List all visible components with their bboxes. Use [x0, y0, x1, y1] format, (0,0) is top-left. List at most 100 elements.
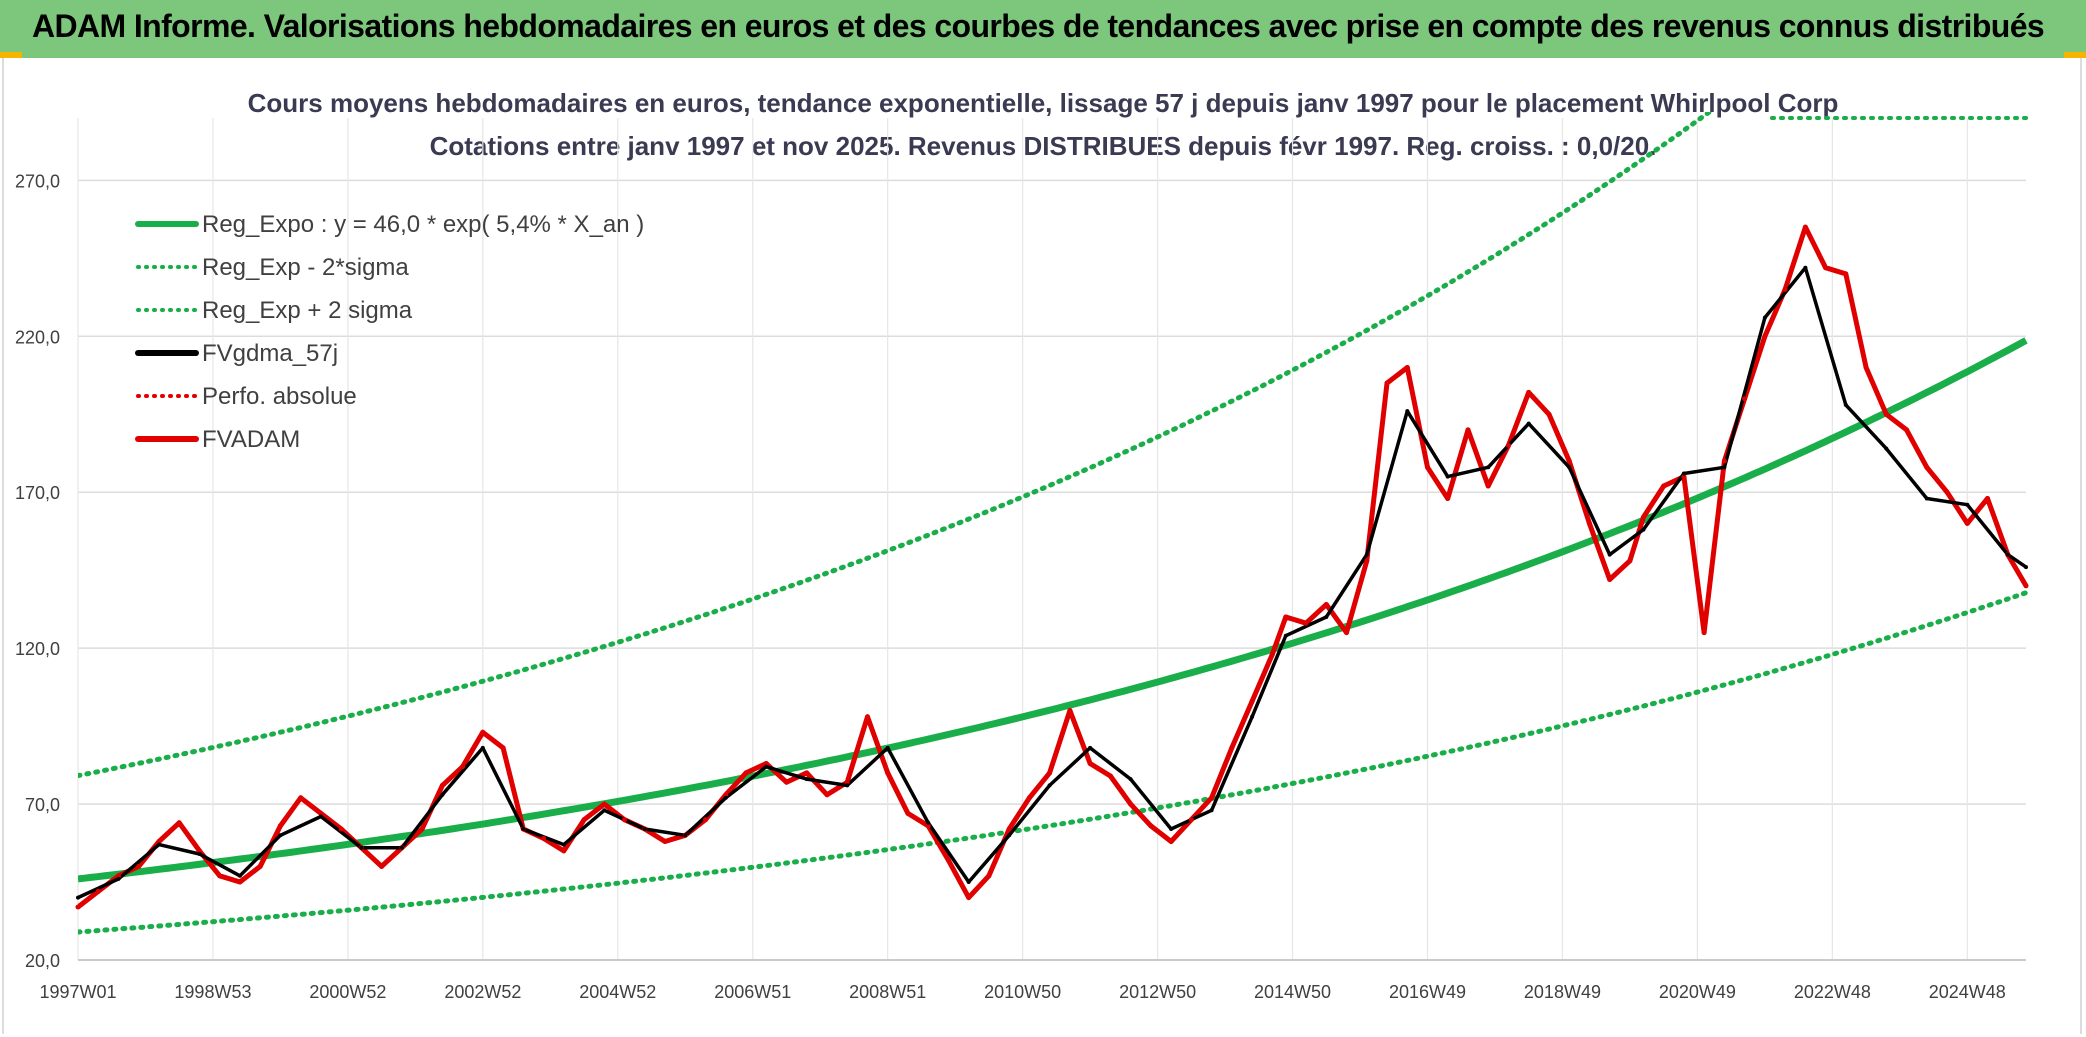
fvgdma-point: [1209, 808, 1214, 813]
fvgdma-point: [1445, 474, 1450, 479]
fvgdma-point: [1884, 446, 1889, 451]
reg-expo-line: [78, 337, 2028, 883]
x-tick-label: 2010W50: [984, 982, 1061, 1002]
fvgdma-point: [1803, 265, 1808, 270]
fvadam-point: [1485, 483, 1491, 489]
fvadam-point: [500, 745, 506, 751]
fvadam-point: [945, 857, 951, 863]
fvadam-point: [1863, 365, 1869, 370]
fvgdma-point: [926, 820, 931, 825]
fvgdma-point: [399, 845, 404, 850]
fvadam-point: [1681, 474, 1687, 480]
fvadam-point: [1546, 411, 1552, 417]
fvgdma-point: [1843, 402, 1848, 407]
corner-marker-left: [0, 52, 22, 58]
fvgdma-point: [1364, 552, 1369, 557]
fvadam-point: [460, 764, 466, 770]
fvadam-point: [1344, 630, 1349, 636]
fvadam-point: [480, 729, 486, 735]
fvadam-point: [439, 782, 445, 788]
y-axis: 20,0 70,0 120,0 170,0 220,0 270,0: [15, 171, 60, 971]
fvgdma-point: [440, 792, 445, 797]
fvgdma-point: [1088, 745, 1093, 750]
fvadam-line: [78, 224, 2029, 909]
fvadam-point: [824, 792, 830, 798]
legend-label: Reg_Exp - 2*sigma: [202, 254, 409, 281]
x-tick-label: 2004W52: [579, 982, 656, 1002]
fvgdma-point: [521, 827, 526, 831]
fvgdma-point: [561, 842, 566, 847]
fvgdma-point: [642, 827, 647, 831]
fvadam-point: [1269, 651, 1275, 657]
fvadam-point: [1047, 770, 1053, 776]
fvadam-point: [318, 810, 324, 816]
fvadam-point: [966, 895, 972, 901]
fvadam-point: [581, 817, 587, 823]
fvadam-point: [1148, 823, 1154, 829]
chart-subtitle: Cotations entre janv 1997 et nov 2025. R…: [430, 131, 1657, 161]
fvgdma-point: [764, 764, 769, 769]
x-tick-label: 2008W51: [849, 982, 926, 1002]
fvgdma-point: [1722, 465, 1727, 470]
fvadam-point: [1465, 427, 1471, 433]
fvgdma-point: [480, 745, 485, 750]
fvgdma-point: [1250, 714, 1255, 719]
x-tick-label: 2002W52: [444, 982, 521, 1002]
fvadam-point: [743, 770, 749, 776]
fvadam-point: [1883, 411, 1889, 417]
fvadam-point: [1701, 630, 1707, 636]
fvadam-point: [1283, 614, 1289, 620]
fvadam-point: [136, 863, 142, 869]
report-title: ADAM Informe. Valorisations hebdomadaire…: [32, 8, 2045, 44]
x-axis: 1997W01 1998W53 2000W52 2002W52 2004W52 2006W…: [39, 959, 2026, 1002]
fvadam-point: [1742, 396, 1748, 402]
fvadam-point: [379, 863, 385, 869]
fvadam-point: [338, 826, 344, 832]
fvgdma-point: [1965, 502, 1970, 507]
fvadam-point: [804, 770, 810, 776]
fvadam-point: [1364, 558, 1370, 564]
plot-area: [75, 112, 2029, 935]
fvgdma-point: [602, 808, 607, 813]
fvgdma-point: [1641, 527, 1646, 532]
fvadam-point: [298, 795, 304, 801]
x-tick-label: 2016W49: [1389, 982, 1466, 1002]
fvgdma-point: [1283, 633, 1288, 638]
fvgdma-point: [1486, 465, 1491, 470]
fvadam-point: [1964, 520, 1970, 526]
fvadam-point: [1087, 761, 1093, 766]
x-tick-label: 2014W50: [1254, 982, 1331, 1002]
legend-label: FVgdma_57j: [202, 340, 338, 367]
fvadam-point: [561, 848, 567, 854]
fvgdma-point: [723, 795, 728, 800]
reg-exp-plus-2sigma-line: [78, 112, 1714, 779]
fvadam-point: [1823, 265, 1829, 271]
fvadam-point: [601, 801, 607, 807]
fvgdma-point: [683, 833, 688, 838]
fvadam-point: [1445, 496, 1451, 501]
fvadam-point: [277, 823, 283, 829]
fvadam-point: [419, 826, 425, 832]
y-tick-label: 20,0: [25, 951, 60, 971]
fvadam-point: [1586, 520, 1592, 526]
fvadam-point: [1526, 389, 1532, 395]
fvgdma-point: [966, 880, 971, 884]
reg-exp-minus-2sigma-line: [78, 590, 2029, 935]
fvgdma-point: [1047, 783, 1052, 788]
fvadam-point: [905, 810, 911, 816]
fvadam-point: [1843, 271, 1849, 277]
fvadam-point: [1924, 464, 1930, 470]
x-tick-label: 1998W53: [174, 982, 251, 1002]
fvgdma-point: [1567, 465, 1572, 470]
fvadam-point: [1404, 365, 1410, 370]
x-tick-label: 2020W49: [1659, 982, 1736, 1002]
fvgdma-point: [1324, 615, 1329, 619]
fvadam-point: [1006, 826, 1012, 832]
fvadam-point: [1904, 427, 1910, 433]
fvgdma-point: [845, 783, 850, 788]
y-tick-label: 170,0: [15, 483, 60, 503]
fvgdma-point: [2024, 565, 2028, 570]
fvgdma-point: [1762, 315, 1767, 320]
fvgdma-point: [76, 895, 80, 900]
